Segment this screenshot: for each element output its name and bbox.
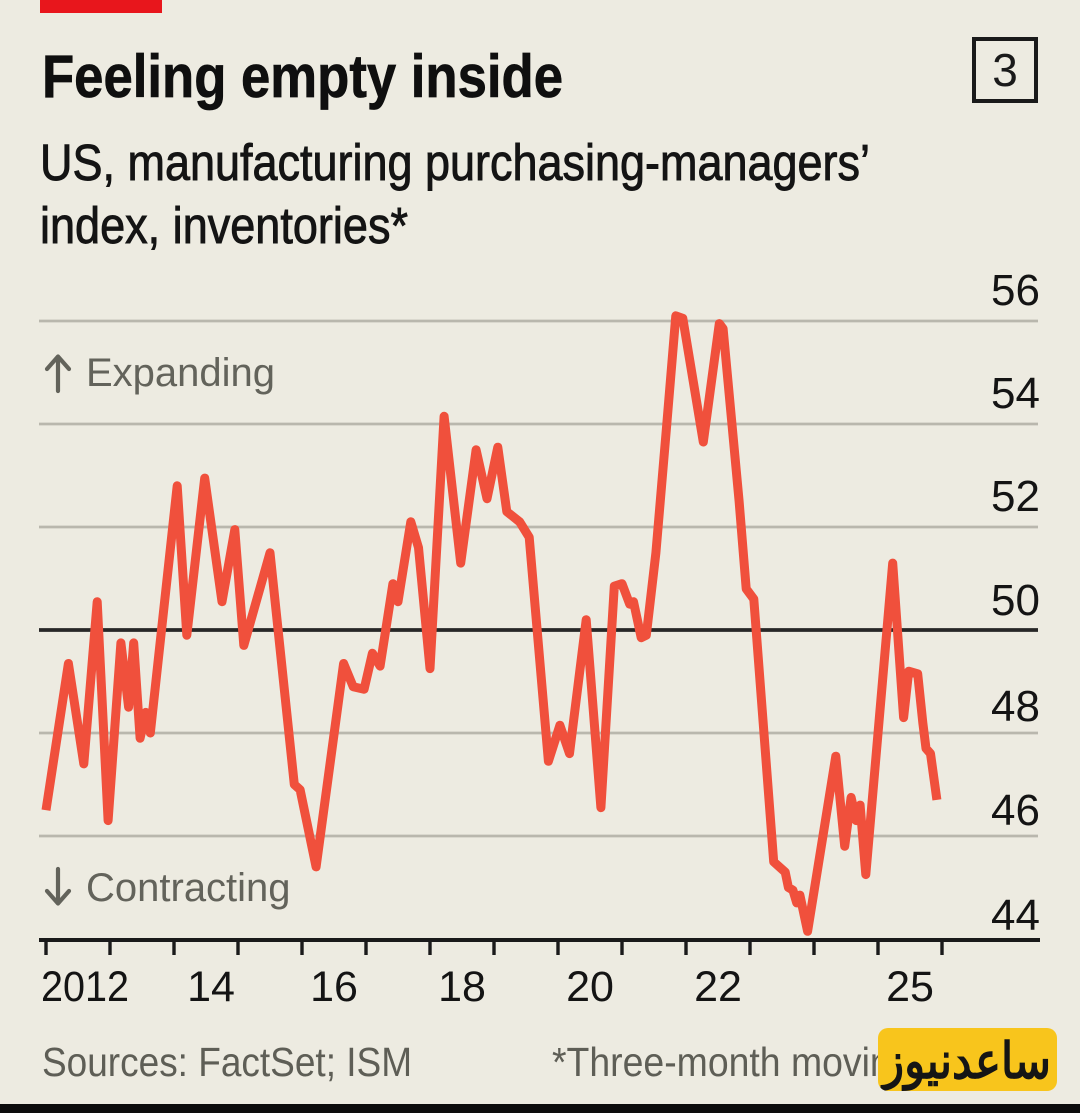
- svg-text:US, manufacturing purchasing-m: US, manufacturing purchasing-managers’: [40, 134, 870, 191]
- svg-text:Expanding: Expanding: [86, 351, 275, 395]
- svg-text:52: 52: [991, 472, 1040, 521]
- svg-text:Sources: FactSet; ISM: Sources: FactSet; ISM: [42, 1039, 412, 1085]
- svg-text:16: 16: [310, 963, 358, 1011]
- svg-text:54: 54: [991, 369, 1040, 418]
- svg-text:20: 20: [566, 963, 614, 1011]
- svg-text:22: 22: [694, 963, 742, 1011]
- svg-text:25: 25: [886, 963, 934, 1011]
- svg-text:18: 18: [438, 963, 486, 1011]
- svg-text:50: 50: [991, 576, 1040, 625]
- svg-text:2012: 2012: [41, 963, 129, 1011]
- svg-text:Contracting: Contracting: [86, 866, 291, 910]
- svg-text:48: 48: [991, 682, 1040, 731]
- svg-text:46: 46: [991, 786, 1040, 835]
- svg-text:index, inventories*: index, inventories*: [40, 197, 408, 254]
- svg-text:44: 44: [991, 891, 1040, 940]
- svg-text:3: 3: [992, 44, 1018, 96]
- svg-text:14: 14: [187, 963, 235, 1011]
- svg-text:56: 56: [991, 266, 1040, 315]
- svg-text:ساعدنیوز: ساعدنیوز: [880, 1033, 1051, 1091]
- svg-text:Feeling empty inside: Feeling empty inside: [42, 43, 563, 110]
